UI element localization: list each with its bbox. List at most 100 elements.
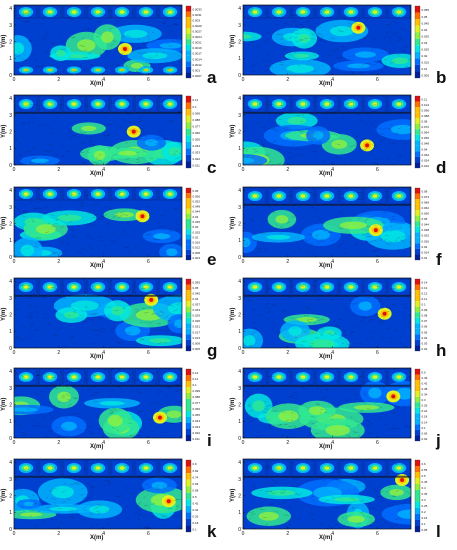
colorbar-label: 0.033 <box>193 151 201 155</box>
colorbar-label: 0.82 <box>193 469 199 473</box>
vortex-core <box>372 102 378 106</box>
vortex-core <box>95 192 101 196</box>
colorbar-swatch <box>186 518 191 526</box>
vortex-cell <box>38 368 62 386</box>
colorbar-swatch <box>186 55 191 62</box>
colorbar-swatch <box>415 51 420 59</box>
colorbar-label: 0.04 <box>422 147 428 151</box>
colorbar-swatch <box>415 424 420 430</box>
colorbar-swatch <box>186 312 191 318</box>
vortex-core <box>23 466 29 470</box>
colorbar-swatch <box>186 135 191 142</box>
vortex-core <box>119 375 125 379</box>
contour-region <box>381 503 411 525</box>
contour-region <box>325 424 350 436</box>
colorbar-label: 0.009 <box>193 341 201 345</box>
y-tick-label: 2 <box>238 129 241 135</box>
contour-region <box>130 62 144 69</box>
x-tick-label: 2 <box>286 350 289 356</box>
contour-region <box>35 224 56 234</box>
colorbar-label: 0.11 <box>422 97 428 101</box>
y-tick-label: 3 <box>9 477 12 483</box>
colorbar-swatch <box>186 224 191 230</box>
colorbar-label: 0.055 <box>193 280 201 284</box>
colorbar-swatch <box>415 429 420 436</box>
colorbar-label: 0.064 <box>422 131 430 135</box>
colorbar-label: 0.044 <box>193 210 201 214</box>
velocity-vectors <box>14 5 182 75</box>
vortex-core <box>300 466 306 470</box>
contour-region <box>57 214 82 222</box>
colorbar-label: 0.34 <box>193 508 199 512</box>
colorbar-swatch <box>186 290 191 296</box>
vortex-cell <box>158 368 182 386</box>
y-tick-label: 3 <box>238 23 241 29</box>
vortex-core <box>300 285 306 289</box>
x-axis-title: X(m) <box>319 354 333 360</box>
panel-letter: f <box>436 250 442 269</box>
contour-panel-l: 0 2 4 6 0 1 2 3 4 0.6 0.55 0.5 0.45 0.4 0.35 0.3 0.25 0.2… <box>229 456 457 547</box>
contour-region <box>144 139 158 147</box>
contour-region <box>56 49 66 57</box>
vortex-cell <box>387 187 411 205</box>
contour-region <box>286 64 314 73</box>
x-tick-label: 6 <box>376 531 379 537</box>
contour-region <box>64 311 79 319</box>
vortex-core <box>120 69 124 71</box>
vortex-cell <box>339 5 363 19</box>
vortex-cell <box>158 5 182 19</box>
vortex-core <box>300 10 306 14</box>
colorbar-label: 0.2 <box>422 510 427 514</box>
colorbar-swatch <box>186 229 191 235</box>
colorbar-label: 0.12 <box>422 292 428 296</box>
vortex-core <box>372 10 378 14</box>
vortex-cell <box>110 278 134 296</box>
colorbar-label: 0.013 <box>193 336 201 340</box>
colorbar-label: 0.1 <box>422 426 427 430</box>
y-tick-label: 1 <box>238 510 241 516</box>
colorbar-label: 0.1 <box>193 105 198 109</box>
vortex-cell <box>387 459 411 477</box>
contour-region <box>368 387 382 399</box>
y-tick-label: 4 <box>9 6 12 12</box>
x-tick-label: 6 <box>147 167 150 173</box>
y-tick-label: 4 <box>9 188 12 194</box>
panel-letter: a <box>207 68 217 87</box>
colorbar-swatch <box>186 301 191 307</box>
y-tick-label: 2 <box>238 493 241 499</box>
contour-region <box>149 338 172 344</box>
colorbar-label: 0.0019 <box>193 46 203 50</box>
colorbar-swatch <box>186 399 191 405</box>
vortex-core <box>167 10 173 14</box>
contour-region <box>339 221 368 230</box>
y-tick-label: 3 <box>9 386 12 392</box>
x-tick-label: 0 <box>242 167 245 173</box>
colorbar-swatch <box>415 317 420 324</box>
colorbar-label: 0.08 <box>422 314 428 318</box>
colorbar-swatch <box>186 122 191 129</box>
plot-frame <box>242 4 412 76</box>
colorbar-swatch <box>415 413 420 419</box>
vortex-core <box>72 69 76 71</box>
colorbar-label: 0.04 <box>193 215 199 219</box>
colorbar-swatch <box>415 484 420 490</box>
contour-region <box>77 39 96 52</box>
colorbar-label: 0.07 <box>422 319 428 323</box>
colorbar-swatch <box>415 210 420 216</box>
vortex-cell <box>315 368 339 386</box>
colorbar-swatch <box>415 407 420 414</box>
x-tick-label: 0 <box>13 259 16 265</box>
colorbar-swatch <box>186 66 191 73</box>
y-tick-label: 4 <box>238 460 241 466</box>
colorbar-swatch <box>186 115 191 123</box>
colorbar-label: 0.014 <box>422 250 430 254</box>
vortex-core <box>23 285 29 289</box>
colorbar-label: 0.9 <box>193 462 198 466</box>
y-tick-label: 0 <box>238 163 241 169</box>
colorbar-swatch <box>415 254 420 260</box>
vortex-cell <box>38 5 62 19</box>
colorbar-label: 0.0012 <box>193 63 203 67</box>
vortex-cell <box>363 368 387 386</box>
colorbar-swatch <box>186 393 191 399</box>
